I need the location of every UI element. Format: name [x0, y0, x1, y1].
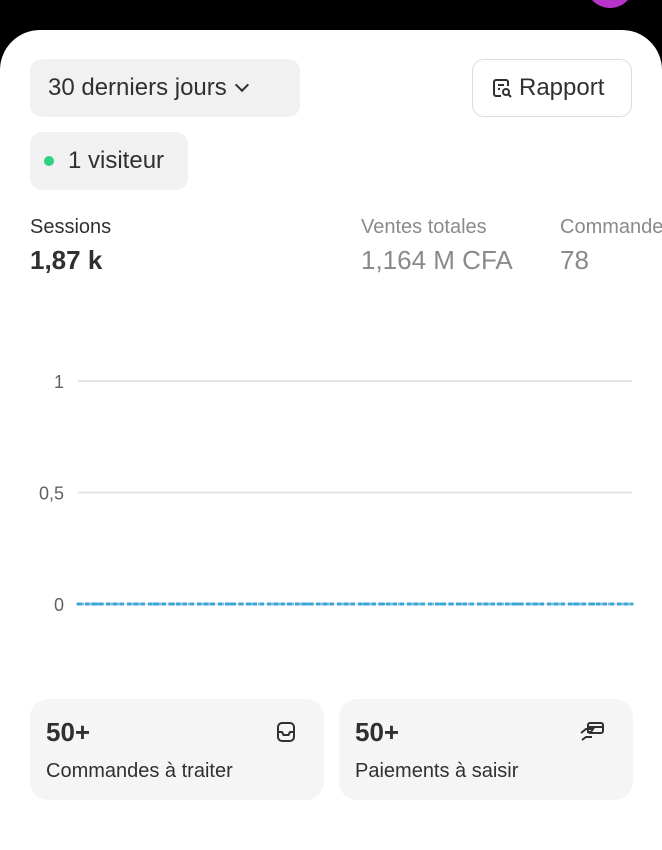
metric-orders[interactable]: Commandes 78 [560, 216, 662, 276]
data-point [363, 602, 367, 606]
data-point [324, 602, 328, 606]
tile-count: 50+ [46, 717, 91, 747]
data-point [191, 602, 195, 606]
metric-value: 1,164 M CFA [361, 245, 513, 275]
data-point [630, 602, 634, 606]
data-point [420, 602, 424, 606]
tile-label: Commandes à traiter [46, 760, 233, 782]
data-point [286, 602, 290, 606]
metric-sessions[interactable]: Sessions 1,87 k [30, 216, 111, 276]
payments-to-capture-tile[interactable]: 50+ Paiements à saisir [339, 699, 633, 800]
metric-value: 1,87 k [30, 245, 103, 275]
data-point [382, 602, 386, 606]
orders-to-process-tile[interactable]: 50+ Commandes à traiter [30, 699, 324, 800]
live-status-dot [44, 156, 54, 166]
metric-label: Commandes [560, 216, 662, 238]
metric-value: 78 [560, 245, 589, 275]
data-point [95, 602, 99, 606]
data-point [343, 602, 347, 606]
inbox-icon [277, 722, 295, 742]
date-range-dropdown[interactable]: 30 derniers jours [30, 59, 300, 117]
data-point [114, 602, 118, 606]
metric-total-sales[interactable]: Ventes totales 1,164 M CFA [361, 216, 513, 276]
data-point [515, 602, 519, 606]
hand-card-icon [580, 722, 604, 741]
data-point [611, 602, 615, 606]
data-point [248, 602, 252, 606]
y-tick-label: 1 [54, 372, 64, 392]
data-point [210, 602, 214, 606]
metric-label: Sessions [30, 216, 112, 238]
data-point [172, 602, 176, 606]
data-point [133, 602, 137, 606]
avatar[interactable] [586, 0, 634, 8]
data-point [458, 602, 462, 606]
sessions-chart: 10,50 [39, 372, 634, 615]
date-range-label: 30 derniers jours [48, 74, 227, 101]
y-tick-label: 0,5 [39, 484, 64, 504]
report-button[interactable]: Rapport [472, 59, 632, 117]
data-point [267, 602, 271, 606]
data-point [534, 602, 538, 606]
tile-label: Paiements à saisir [355, 760, 519, 782]
y-tick-label: 0 [54, 595, 64, 615]
tile-count: 50+ [355, 717, 400, 747]
data-point [477, 602, 481, 606]
report-label: Rapport [519, 74, 605, 101]
data-point [592, 602, 596, 606]
metric-label: Ventes totales [361, 216, 487, 238]
data-point [152, 602, 156, 606]
chevron-down-icon [234, 77, 249, 93]
report-search-icon [493, 79, 512, 98]
data-point [573, 602, 577, 606]
data-point [305, 602, 309, 606]
live-visitors-label: 1 visiteur [68, 147, 165, 174]
live-visitors-badge[interactable]: 1 visiteur [30, 132, 188, 190]
data-point [401, 602, 405, 606]
data-point [229, 602, 233, 606]
data-point [439, 602, 443, 606]
data-point [496, 602, 500, 606]
data-point [76, 602, 80, 606]
data-point [554, 602, 558, 606]
